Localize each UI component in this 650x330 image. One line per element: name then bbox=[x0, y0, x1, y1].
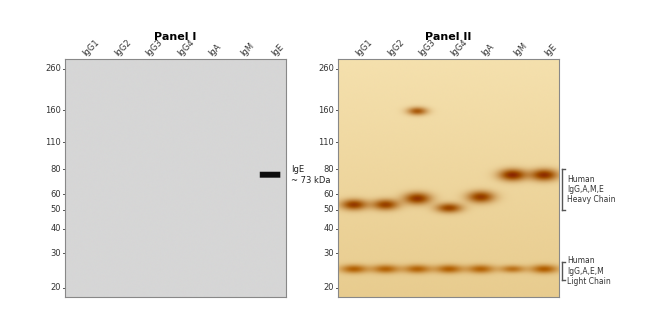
Text: IgE: IgE bbox=[270, 43, 286, 58]
Text: Human
IgG,A,M,E
Heavy Chain: Human IgG,A,M,E Heavy Chain bbox=[567, 175, 616, 205]
Text: 20: 20 bbox=[51, 283, 61, 292]
Text: 160: 160 bbox=[46, 106, 61, 115]
Text: 30: 30 bbox=[324, 249, 334, 258]
Text: IgG4: IgG4 bbox=[448, 38, 469, 58]
Text: IgG1: IgG1 bbox=[354, 38, 374, 58]
Text: 60: 60 bbox=[324, 189, 334, 199]
Title: Panel I: Panel I bbox=[154, 32, 197, 42]
Text: IgG3: IgG3 bbox=[144, 38, 164, 58]
Text: 110: 110 bbox=[46, 138, 61, 147]
Text: IgG1: IgG1 bbox=[81, 38, 101, 58]
Text: 80: 80 bbox=[51, 165, 61, 174]
Text: IgG2: IgG2 bbox=[385, 38, 406, 58]
Text: 30: 30 bbox=[51, 249, 61, 258]
Text: 50: 50 bbox=[51, 205, 61, 214]
Text: 80: 80 bbox=[324, 165, 334, 174]
Text: IgG2: IgG2 bbox=[112, 38, 133, 58]
Text: 260: 260 bbox=[46, 64, 61, 73]
Text: IgE: IgE bbox=[543, 43, 559, 58]
Text: IgM: IgM bbox=[512, 41, 528, 58]
Text: 20: 20 bbox=[324, 283, 334, 292]
Text: 40: 40 bbox=[324, 224, 334, 233]
Title: Panel II: Panel II bbox=[425, 32, 472, 42]
Text: IgA: IgA bbox=[207, 42, 223, 58]
Text: 60: 60 bbox=[51, 189, 61, 199]
Text: IgG4: IgG4 bbox=[176, 38, 196, 58]
Text: 50: 50 bbox=[324, 205, 334, 214]
Text: IgA: IgA bbox=[480, 42, 496, 58]
Text: IgM: IgM bbox=[239, 41, 255, 58]
Text: IgE
~ 73 kDa: IgE ~ 73 kDa bbox=[291, 165, 330, 185]
Text: Human
IgG,A,E,M
Light Chain: Human IgG,A,E,M Light Chain bbox=[567, 256, 611, 286]
Text: 40: 40 bbox=[51, 224, 61, 233]
Text: 160: 160 bbox=[318, 106, 334, 115]
Text: 110: 110 bbox=[318, 138, 334, 147]
Text: IgG3: IgG3 bbox=[417, 38, 437, 58]
Text: 260: 260 bbox=[318, 64, 334, 73]
